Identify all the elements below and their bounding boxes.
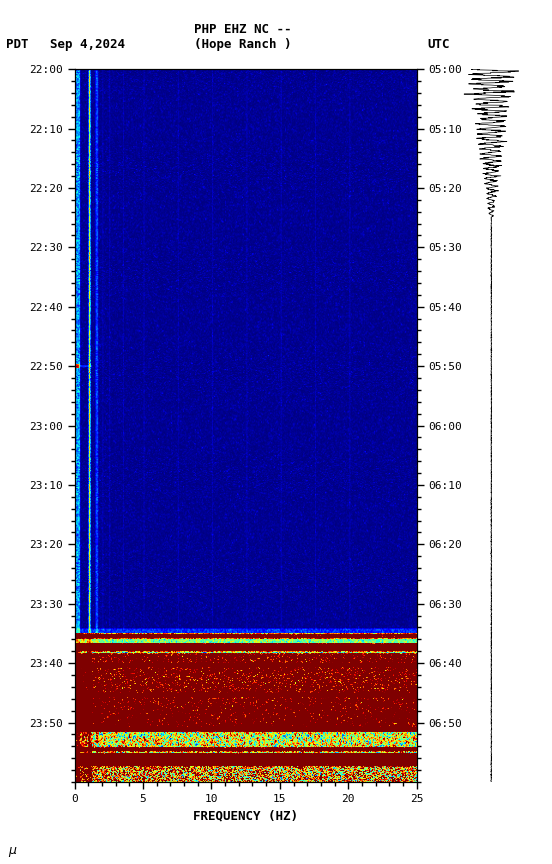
- Text: (Hope Ranch ): (Hope Ranch ): [194, 38, 291, 51]
- Text: Sep 4,2024: Sep 4,2024: [50, 38, 125, 51]
- Text: $\mu$: $\mu$: [8, 845, 18, 859]
- X-axis label: FREQUENCY (HZ): FREQUENCY (HZ): [193, 810, 298, 823]
- Text: UTC: UTC: [428, 38, 450, 51]
- Text: PHP EHZ NC --: PHP EHZ NC --: [194, 23, 291, 36]
- Text: PDT: PDT: [6, 38, 28, 51]
